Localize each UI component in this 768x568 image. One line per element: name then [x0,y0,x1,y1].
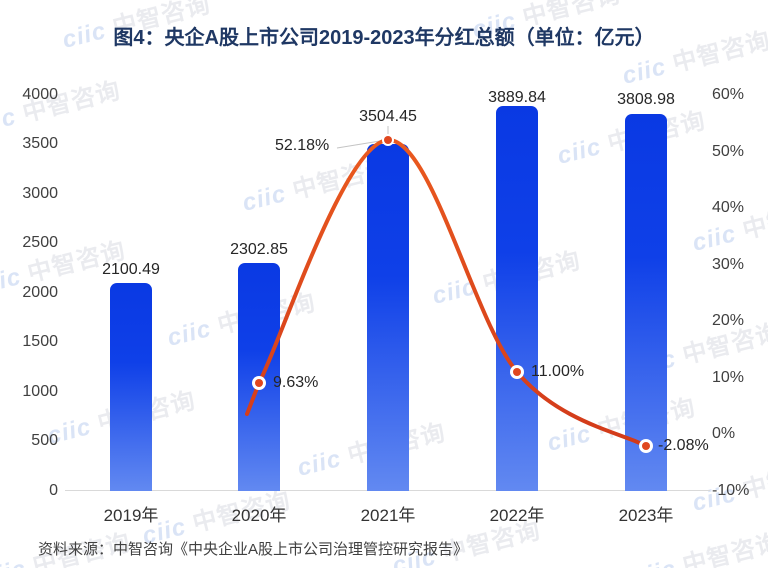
x-label-2021: 2021年 [360,506,416,525]
bar-label-2020: 2302.85 [230,241,288,258]
left-tick-1500: 1500 [22,333,58,350]
growth-line [245,137,648,448]
left-tick-4000: 4000 [22,86,58,103]
bar-2023 [625,114,667,491]
left-tick-0: 0 [49,482,58,499]
right-tick-40: 40% [712,199,745,216]
bar-label-2019: 2100.49 [102,261,160,278]
bar-2019 [110,283,152,491]
left-tick-1000: 1000 [22,383,58,400]
right-tick-60: 60% [712,86,745,103]
line-label-2023: -2.08% [658,437,709,454]
right-tick-10: 10% [712,369,745,386]
watermark-text: ciic 中智咨询 [630,528,768,568]
right-tick-20: 20% [712,312,745,329]
left-tick-3500: 3500 [22,135,58,152]
left-tick-500: 500 [31,432,58,449]
source-note: 资料来源：中智咨询《中央企业A股上市公司治理管控研究报告》 [38,541,469,558]
line-label-2020: 9.63% [273,374,319,391]
bar-2022 [496,106,538,491]
x-label-2022: 2022年 [489,506,545,525]
watermark-text: ciic 中智咨询 [689,193,768,257]
bar-label-2022: 3889.84 [488,89,546,106]
left-tick-3000: 3000 [22,185,58,202]
left-tick-2000: 2000 [22,284,58,301]
bar-label-2021: 3504.45 [359,108,417,125]
right-tick-30: 30% [712,256,745,273]
chart-title: 图4：央企A股上市公司2019-2023年分红总额（单位：亿元） [113,27,655,49]
right-tick-50: 50% [712,143,745,160]
bar-label-2023: 3808.98 [617,91,675,108]
right-tick-neg10: -10% [712,482,750,499]
right-tick-0: 0% [712,425,736,442]
x-label-2020: 2020年 [231,506,287,525]
bar-2021 [367,144,409,491]
left-tick-2500: 2500 [22,234,58,251]
line-label-2022: 11.00% [531,363,585,380]
watermark-text: ciic 中智咨询 [0,76,124,140]
line-label-2021: 52.18% [275,137,330,154]
x-label-2023: 2023年 [618,506,674,525]
x-label-2019: 2019年 [103,506,159,525]
